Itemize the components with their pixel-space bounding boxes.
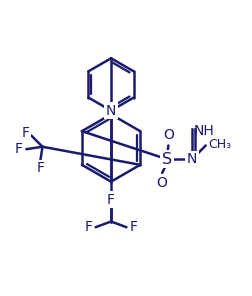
Text: N: N [187,152,197,166]
Text: F: F [22,126,30,140]
Text: F: F [130,220,137,234]
Text: NH: NH [193,123,214,138]
Text: N: N [106,104,116,118]
Text: S: S [162,152,172,167]
Text: CH₃: CH₃ [209,138,232,151]
Text: F: F [85,220,93,234]
Text: O: O [156,176,167,190]
Text: O: O [163,128,174,142]
Text: F: F [15,142,23,156]
Text: F: F [107,193,115,207]
Text: F: F [37,161,45,175]
